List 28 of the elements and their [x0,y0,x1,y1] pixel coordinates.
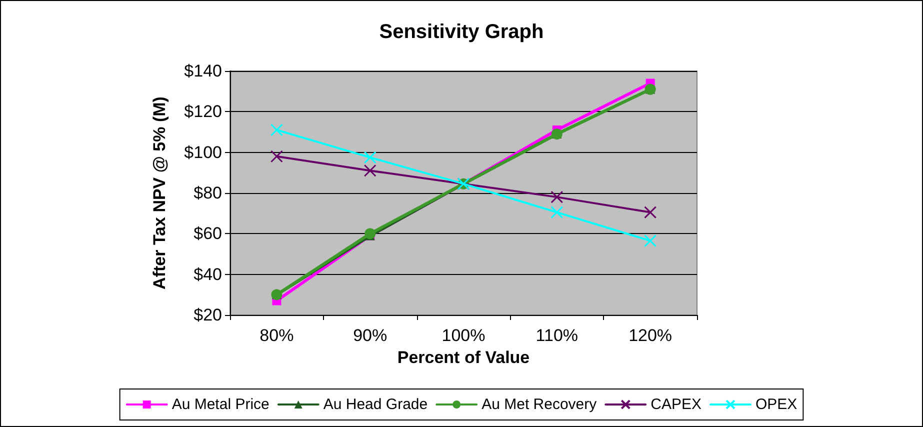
point [644,206,657,219]
x-tick-label: 80% [260,326,294,345]
point [550,206,564,219]
point [644,234,657,248]
x-axis-title: Percent of Value [397,348,530,367]
x-tick-label: 100% [442,326,486,345]
y-tick-label: $140 [184,62,222,80]
point [364,164,376,177]
legend-label: OPEX [755,396,798,413]
chart-title: Sensitivity Graph [379,21,544,43]
point [270,124,283,136]
y-tick-label: $80 [194,184,222,202]
x-tick-label: 90% [353,326,388,345]
legend-label: Au Metal Price [172,396,270,413]
point [270,150,283,163]
y-axis-title: After Tax NPV @ 5% (M) [150,96,169,290]
x-tick-label: 110% [536,326,578,345]
y-tick-label: $60 [194,224,222,244]
x-tick-label: 120% [628,326,672,345]
point [364,151,376,164]
y-tick-label: $120 [184,102,222,122]
legend-label: Au Met Recovery [482,396,598,413]
point [550,190,564,204]
legend-label: CAPEX [650,396,702,413]
y-tick-label: $40 [194,264,222,284]
y-tick-label: $100 [184,142,222,162]
legend-label: Au Head Grade [323,396,428,413]
y-tick-label: $20 [194,306,222,324]
